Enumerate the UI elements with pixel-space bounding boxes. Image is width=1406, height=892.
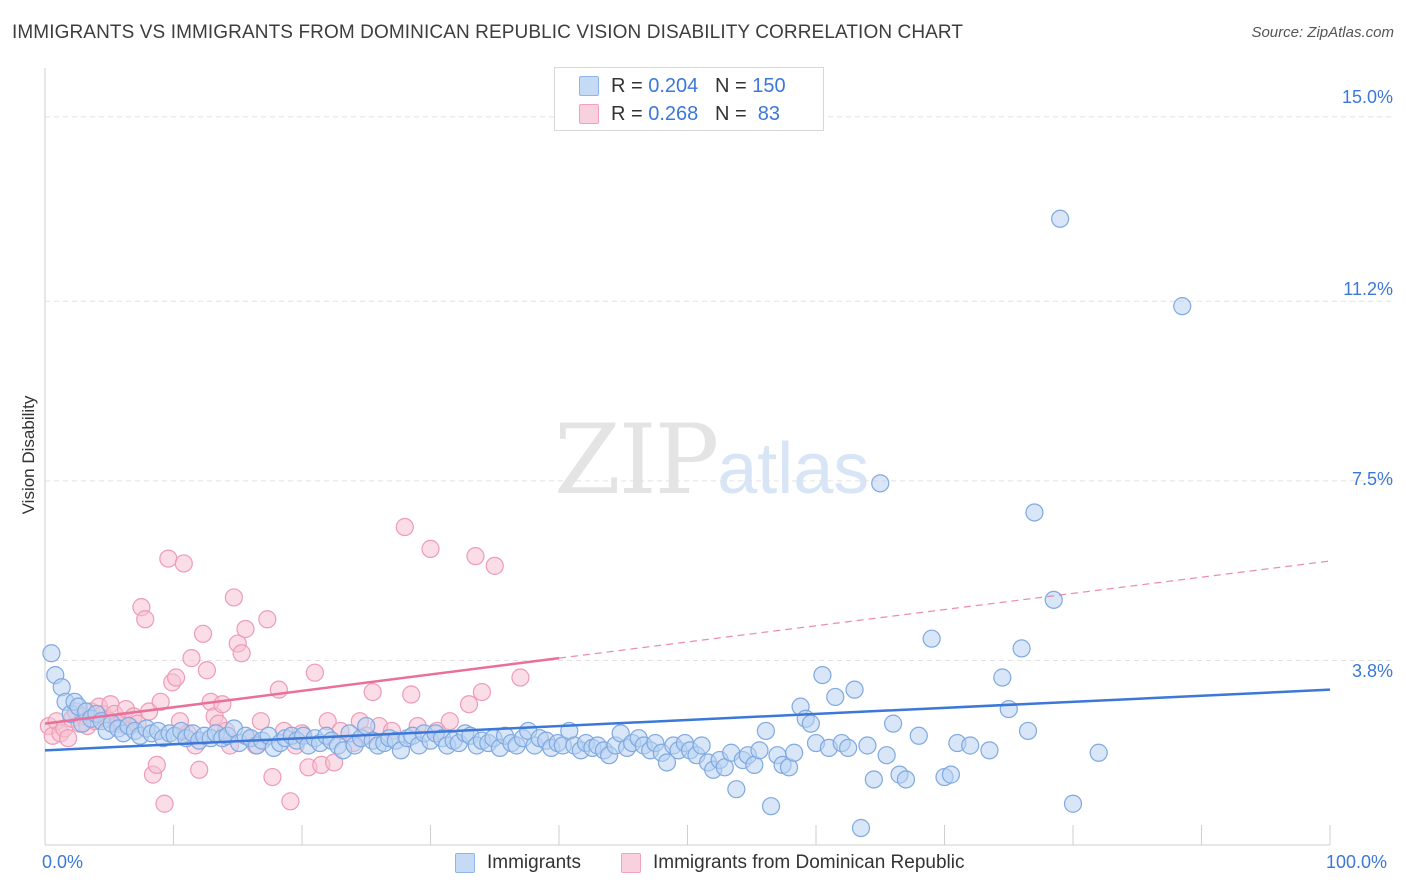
dominican-trend-line-extended: [558, 560, 1331, 659]
dominican-point-56: [263, 767, 282, 787]
dominican-point-35: [174, 554, 193, 573]
watermark-atlas: atlas: [717, 429, 870, 509]
legend-r-value-immigrants: 0.204: [648, 75, 699, 97]
legend-swatch-blue: [579, 76, 599, 96]
immigrants-point-145: [871, 474, 890, 493]
watermark-zip: ZIP: [554, 404, 719, 516]
bottom-legend-label-immigrants: Immigrants: [487, 852, 581, 873]
dominican-point-84: [511, 668, 530, 687]
immigrants-point-141: [845, 680, 864, 699]
x-tick-label-100: 100.0%: [1326, 852, 1388, 872]
dominican-point-66: [325, 753, 344, 772]
immigrants-point-147: [883, 714, 903, 733]
dominican-point-30: [155, 794, 174, 813]
legend-text-dominican: R = 0.268 N = 83: [611, 103, 781, 125]
dominican-point-75: [402, 685, 421, 704]
immigrants-point-138: [826, 687, 845, 707]
dominican-point-40: [193, 624, 213, 643]
legend-text-immigrants: R = 0.204 N = 150: [611, 75, 786, 97]
bottom-legend-label-dominican: Immigrants from Dominican Republic: [653, 852, 965, 873]
immigrants-point-143: [858, 736, 877, 755]
immigrants-point-162: [1044, 590, 1063, 609]
immigrants-point-149: [896, 770, 916, 789]
dominican-point-48: [224, 588, 243, 607]
dominican-point-63: [305, 663, 324, 682]
dominican-point-31: [159, 549, 178, 568]
immigrants-point-157: [993, 668, 1012, 687]
dominican-point-50: [232, 644, 251, 663]
immigrants-point-144: [864, 770, 883, 789]
immigrants-point-142: [851, 818, 871, 838]
immigrants-point-166: [1173, 297, 1192, 316]
immigrants-point-158: [999, 699, 1018, 719]
immigrants-point-136: [813, 665, 832, 685]
dominican-point-80: [459, 695, 479, 714]
immigrants-point-121: [727, 780, 746, 799]
dominican-point-51: [236, 619, 255, 639]
immigrants-point-151: [922, 629, 941, 648]
immigrants-point-109: [657, 753, 677, 772]
immigrants-point-0: [42, 644, 61, 663]
dominican-point-74: [395, 517, 414, 537]
immigrants-trend-line: [44, 688, 1331, 752]
y-tick-label-7-5: 7.5%: [1351, 469, 1393, 489]
correlation-legend: R = 0.204 N = 150 R = 0.268 N = 83: [554, 67, 824, 131]
y-tick-label-3-8: 3.8%: [1351, 661, 1393, 681]
dominican-point-28: [147, 755, 166, 775]
immigrants-point-134: [801, 714, 820, 733]
immigrants-point-153: [941, 765, 961, 784]
chart-title: IMMIGRANTS VS IMMIGRANTS FROM DOMINICAN …: [12, 22, 964, 43]
immigrants-point-159: [1012, 639, 1031, 658]
immigrants-point-165: [1089, 743, 1108, 762]
immigrants-point-160: [1018, 721, 1038, 741]
legend-n-value-dominican: 83: [752, 103, 781, 125]
immigrants-point-125: [750, 741, 769, 760]
dominican-point-45: [213, 695, 232, 714]
watermark: ZIPatlas: [554, 404, 869, 516]
immigrants-point-127: [761, 797, 781, 816]
dominican-point-59: [281, 792, 300, 811]
dominican-point-41: [197, 661, 217, 680]
immigrants-point-126: [756, 721, 775, 741]
immigrants-point-163: [1051, 209, 1070, 228]
immigrants-point-146: [877, 746, 896, 765]
immigrants-point-164: [1063, 794, 1083, 813]
dominican-point-55: [258, 610, 277, 629]
dominican-point-79: [440, 712, 459, 731]
dominican-point-39: [190, 760, 209, 779]
immigrants-point-115: [692, 736, 711, 755]
legend-swatch-pink: [579, 104, 599, 124]
legend-r-value-dominican: 0.268: [648, 103, 699, 125]
legend-n-value-immigrants: 150: [752, 75, 786, 97]
dominican-point-29: [151, 692, 170, 711]
immigrants-point-150: [909, 726, 928, 745]
immigrants-point-155: [961, 736, 980, 755]
bottom-legend-swatch-blue: [455, 853, 475, 873]
dominican-point-54: [251, 712, 270, 731]
y-tick-label-15: 15.0%: [1341, 87, 1393, 107]
bottom-legend-swatch-pink: [621, 853, 641, 873]
dominican-point-5: [59, 729, 78, 748]
dominican-point-82: [472, 682, 491, 702]
dominican-point-81: [466, 547, 485, 566]
dominican-point-77: [421, 539, 440, 558]
y-axis-label: Vision Disability: [19, 395, 38, 515]
x-tick-label-0: 0.0%: [42, 852, 84, 872]
immigrants-point-156: [980, 741, 999, 760]
dominican-point-83: [485, 556, 504, 575]
dominican-point-25: [136, 610, 155, 629]
immigrants-point-140: [839, 738, 858, 758]
dominican-point-37: [182, 649, 201, 668]
dominican-trend-line: [44, 656, 560, 725]
dominican-point-71: [363, 682, 382, 702]
dominican-point-33: [166, 668, 186, 687]
immigrants-point-161: [1025, 503, 1044, 522]
immigrants-point-131: [785, 743, 804, 762]
source-label: Source: ZipAtlas.com: [1251, 24, 1394, 41]
y-tick-label-11-2: 11.2%: [1343, 279, 1393, 299]
